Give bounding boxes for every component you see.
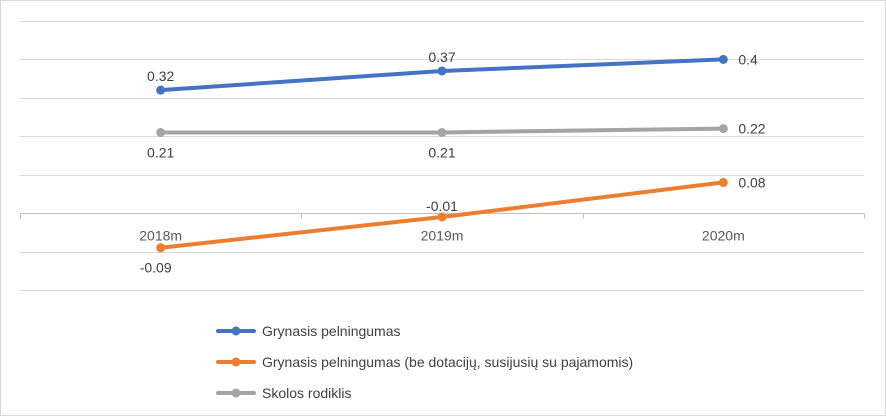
legend: Grynasis pelningumas Grynasis pelningumas… [216,315,633,408]
legend-swatch [216,388,256,397]
legend-swatch-marker [231,326,241,335]
data-point [718,54,728,64]
legend-item: Grynasis pelningumas (be dotacijų, susij… [216,346,633,377]
data-label: 0.21 [428,144,455,160]
data-point [156,243,166,253]
legend-swatch-marker [231,388,241,397]
x-tick-label: 2018m [139,228,182,244]
data-point [156,85,166,95]
legend-item: Grynasis pelningumas [216,315,633,346]
data-point [437,66,447,76]
legend-item: Skolos rodiklis [216,377,633,408]
legend-label: Grynasis pelningumas (be dotacijų, susij… [262,353,634,370]
data-label: 0.4 [738,51,758,67]
data-label: 0.21 [147,144,174,160]
legend-swatch [216,357,256,366]
legend-swatch [216,326,256,335]
data-point [437,127,447,137]
legend-label: Grynasis pelningumas [262,322,401,339]
data-label: -0.09 [140,260,172,276]
line-chart: 2018m 2019m 2020m 0.32 0.37 0.4 -0.09 -0.01 0.08… [20,21,865,291]
data-label: 0.22 [738,121,765,137]
data-point [718,177,728,187]
x-tick-label: 2020m [702,228,745,244]
legend-label: Skolos rodiklis [262,384,352,401]
data-label: 0.32 [147,68,174,84]
data-label: 0.37 [428,49,455,65]
data-label: -0.01 [426,198,458,214]
x-tick-label: 2019m [421,228,464,244]
data-point [437,212,447,222]
data-point [718,124,728,134]
data-label: 0.08 [738,174,765,190]
legend-swatch-marker [231,357,241,366]
data-point [156,127,166,137]
